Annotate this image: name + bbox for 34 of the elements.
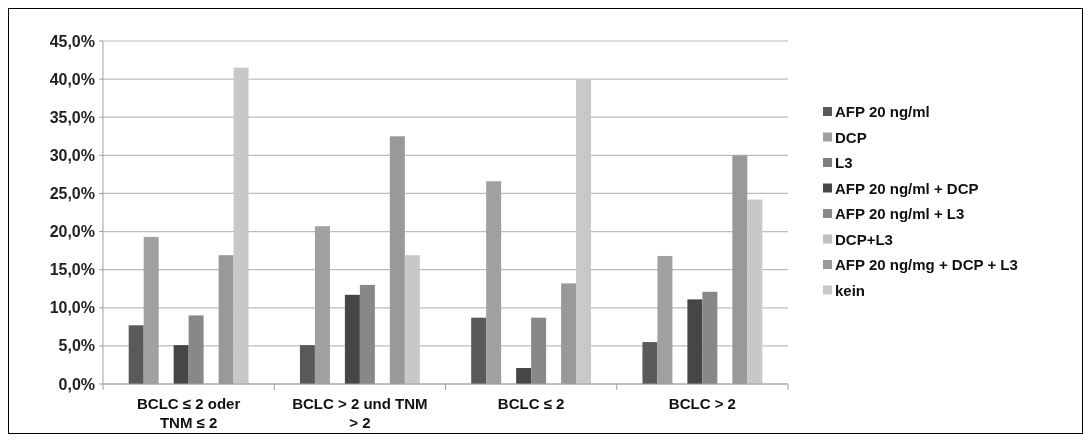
bar <box>471 317 487 384</box>
y-tick-label: 10,0% <box>49 299 95 317</box>
x-tick-label: BCLC > 2 <box>668 395 736 412</box>
y-tick-label: 30,0% <box>49 146 95 164</box>
bar <box>642 342 658 384</box>
y-tick-label: 40,0% <box>49 70 95 88</box>
legend-label: L3 <box>835 154 853 172</box>
legend-label: AFP 20 ng/ml + L3 <box>835 205 965 223</box>
y-tick-label: 0,0% <box>58 375 95 393</box>
bar <box>128 325 144 384</box>
legend-label: AFP 20 ng/ml <box>835 103 930 121</box>
bar <box>299 345 315 384</box>
bar <box>173 345 189 384</box>
legend-label: kein <box>835 281 866 299</box>
legend-label: AFP 20 ng/ml + DCP <box>835 179 979 197</box>
y-tick-label: 35,0% <box>49 108 95 126</box>
bar <box>702 291 718 384</box>
x-tick-label: BCLC ≤ 2 <box>497 395 565 412</box>
x-tick-label: BCLC > 2 und TNM > 2 <box>292 395 428 431</box>
legend-label: AFP 20 ng/mg + DCP + L3 <box>835 256 1018 274</box>
y-tick-label: 25,0% <box>49 185 95 203</box>
y-tick-label: 20,0% <box>49 223 95 241</box>
legend-label: DCP+L3 <box>835 230 893 248</box>
y-tick-label: 15,0% <box>49 261 95 279</box>
x-tick-label: BCLC ≤ 2 oder TNM ≤ 2 <box>137 395 241 431</box>
legend-label: DCP <box>835 128 867 146</box>
bar <box>516 367 532 384</box>
bar <box>359 284 375 384</box>
bar <box>687 299 703 384</box>
bar <box>344 294 360 384</box>
bar <box>531 317 547 384</box>
y-tick-label: 5,0% <box>58 337 95 355</box>
y-tick-label: 45,0% <box>49 32 95 50</box>
bar <box>188 315 204 384</box>
